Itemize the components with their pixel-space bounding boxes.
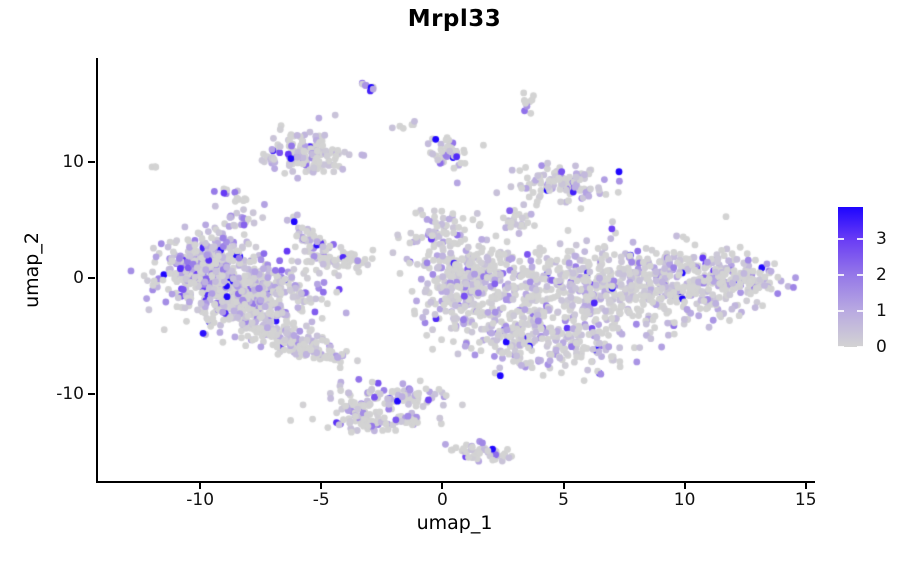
x-tick-mark	[683, 483, 686, 489]
legend-tick-mark	[857, 310, 863, 313]
y-tick-label: -10	[56, 384, 84, 405]
x-tick-label: -10	[186, 490, 215, 510]
y-tick-mark	[88, 393, 95, 396]
y-tick-mark	[88, 161, 95, 164]
scatter-canvas	[98, 58, 815, 481]
x-tick-label: 0	[436, 490, 448, 510]
legend-tick-mark	[838, 346, 844, 348]
x-tick-mark	[441, 483, 444, 489]
legend-tick-mark	[857, 238, 863, 241]
x-tick-label: -5	[312, 490, 330, 510]
y-tick-label: 10	[62, 152, 84, 173]
plot-title: Mrpl33	[407, 6, 502, 32]
y-tick-label: 0	[73, 268, 84, 289]
legend-tick-mark	[857, 346, 863, 348]
x-tick-label: 10	[673, 490, 696, 510]
legend-tick-mark	[838, 310, 844, 313]
y-axis-title: umap_2	[21, 232, 43, 308]
legend-colorbar	[838, 207, 863, 347]
x-tick-mark	[320, 483, 323, 489]
legend-tick-mark	[838, 238, 844, 241]
legend-tick-mark	[857, 274, 863, 277]
legend-tick-mark	[838, 274, 844, 277]
x-tick-label: 15	[794, 490, 817, 510]
legend-tick-label: 3	[876, 229, 887, 250]
x-tick-mark	[804, 483, 807, 489]
plot-panel	[96, 58, 815, 483]
x-axis-title: umap_1	[416, 512, 493, 534]
legend-tick-label: 2	[876, 265, 887, 286]
legend-tick-label: 1	[876, 301, 887, 322]
x-tick-label: 5	[558, 490, 569, 510]
x-tick-mark	[562, 483, 565, 489]
y-tick-mark	[88, 277, 95, 280]
legend-tick-label: 0	[876, 337, 887, 357]
x-tick-mark	[199, 483, 202, 489]
